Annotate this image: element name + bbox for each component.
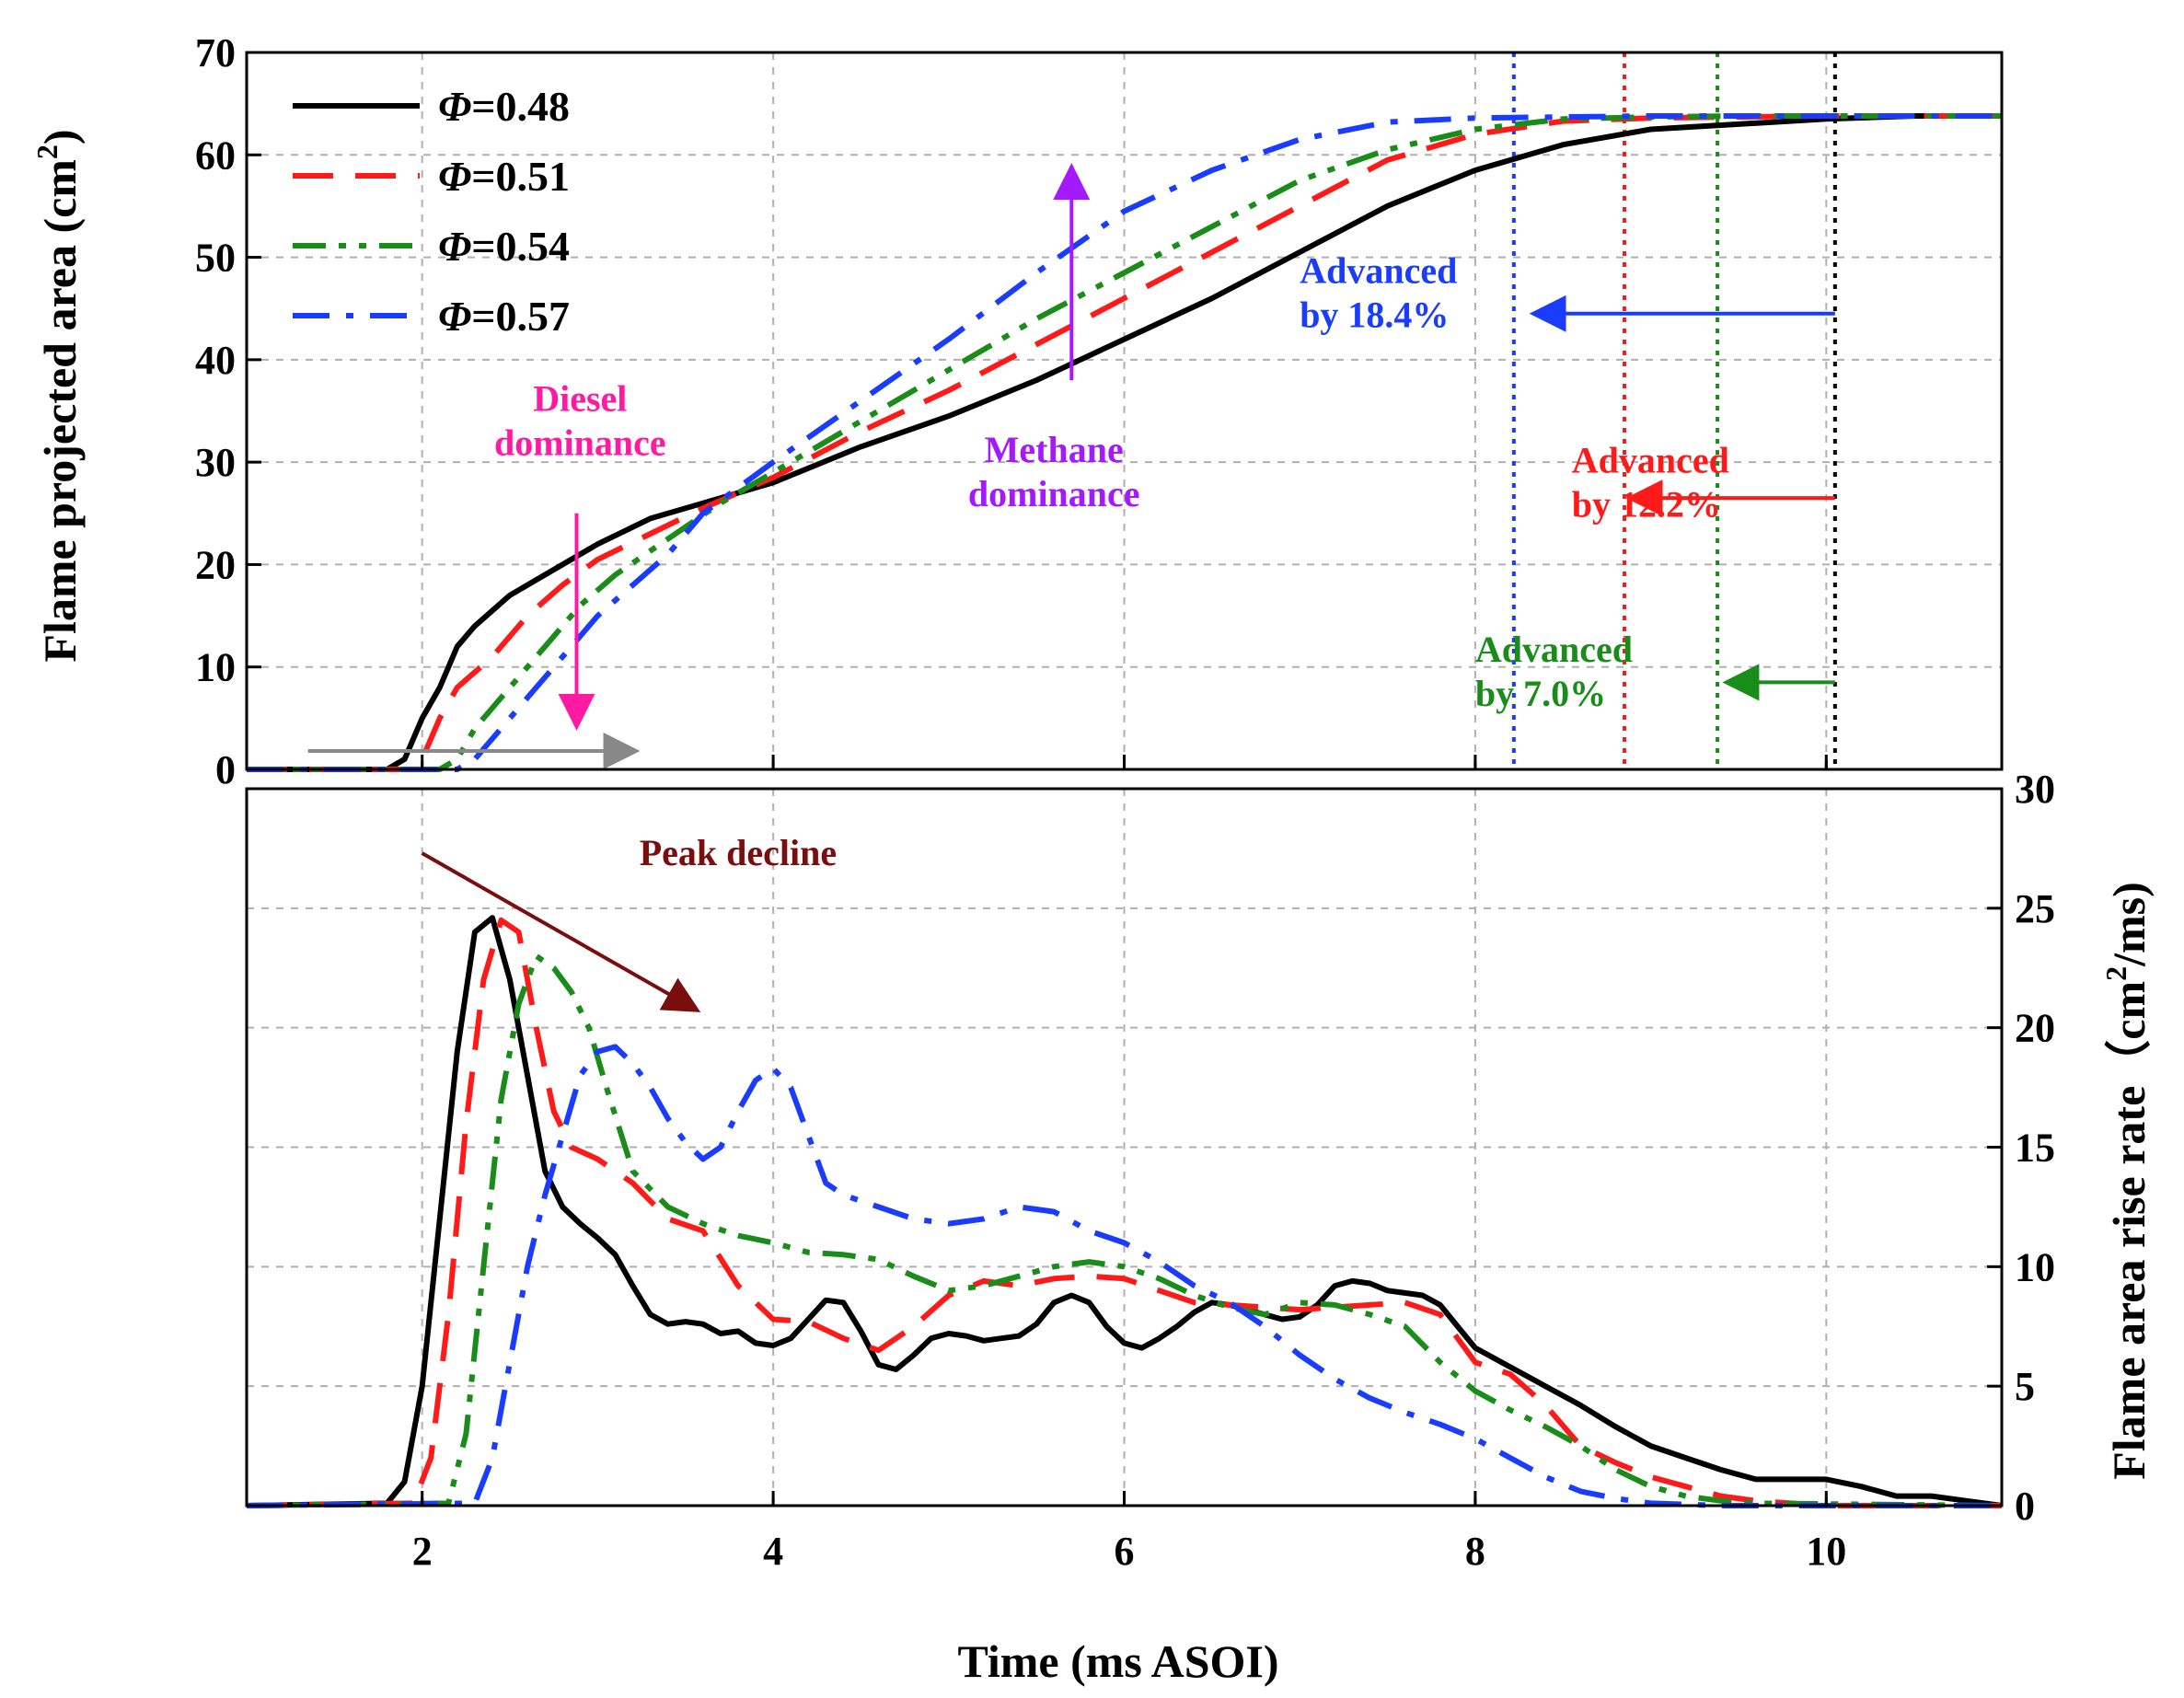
flame-area-y-tick-label: 0 [215,747,236,792]
legend-value: =0.57 [471,293,570,340]
x-tick-label: 8 [1465,1529,1485,1574]
annotation-line: by 18.4% [1300,294,1449,335]
rise-rate-y-tick-label: 20 [2015,1006,2055,1051]
bottom-y-axis-title-group: Flame area rise rate（cm2/ms) [2099,882,2155,1480]
flame-area-y-tick-label: 20 [195,542,236,587]
x-tick-label: 10 [1806,1529,1846,1574]
annotation-line: Advanced [1475,629,1633,670]
annotation-line: by 12.2% [1572,483,1721,525]
annotation-line: Diesel [533,378,627,420]
x-tick-label: 4 [763,1529,783,1574]
rise-rate-y-tick-label: 30 [2015,767,2055,812]
bottom-y-axis-title: Flame area rise rate（cm2/ms) [2099,882,2155,1480]
annotation-text: Advanced by 7.0% [1475,629,1633,714]
top-y-axis-title-sup: 2 [30,144,64,159]
legend-symbol: Φ [438,293,471,340]
x-tick-label: 2 [412,1529,433,1574]
rise-rate-series-line-0.51 [246,917,2002,1508]
top-y-axis-title-close: ) [34,129,86,144]
bottom-y-axis-title-close: /ms) [2103,882,2155,967]
top-y-axis-title: Flame projected area (cm2) [30,129,86,662]
legend-entry-label: Φ=0.54 [438,223,570,270]
rise-rate-series-line-0.48 [246,915,2003,1508]
vertical-marker-layer [1511,52,1837,769]
flame-area-y-tick-label: 70 [195,30,236,75]
legend-entry-label: Φ=0.57 [438,293,570,340]
annotation-line: dominance [494,422,666,464]
annotation-text: Methane dominance [968,429,1140,514]
rise-rate-y-tick-label: 0 [2015,1484,2035,1529]
flame-area-series-line-0.48 [247,113,2002,772]
rise-rate-y-tick-label: 15 [2015,1126,2055,1171]
legend-value: =0.51 [471,153,570,200]
legend-entry-label: Φ=0.48 [438,83,570,130]
rise-rate-y-tick-label: 10 [2015,1244,2055,1289]
annotation-line: by 7.0% [1475,673,1606,714]
grid-layer [247,52,2002,1506]
bottom-y-axis-title-sup: 2 [2099,966,2132,981]
annotation-arrow [421,851,701,1012]
bottom-y-axis-title-main: Flame area rise rate（cm [2103,981,2155,1480]
top-y-axis-title-group: Flame projected area (cm2) [30,129,86,662]
annotation-text: Advanced by 12.2% [1572,439,1729,525]
rise-rate-series-line-0.54 [246,953,2003,1508]
flame-area-y-tick-label: 60 [195,133,236,178]
annotation-line: Methane [985,429,1124,470]
legend-symbol: Φ [438,153,471,200]
flame-area-y-tick-label: 40 [195,338,236,383]
flame-area-y-tick-label: 30 [195,440,236,485]
flame-area-series-line-0.54 [247,113,2002,772]
legend-value: =0.54 [471,223,570,270]
x-axis-title: Time (ms ASOI) [957,1635,1278,1687]
axis-layer: 0 10 20 30 40 50 60 70 0 5 10 15 20 25 30 2 4 6 8 10 [195,30,2055,1574]
flame-area-series-line-0.57 [247,113,2002,772]
legend: Φ=0.48Φ=0.51Φ=0.54Φ=0.57 [293,83,570,340]
annotation-text: Advanced by 18.4% [1300,249,1457,335]
legend-symbol: Φ [438,83,471,130]
arrow-layer [307,162,1835,1012]
x-tick-label: 6 [1115,1529,1135,1574]
annotation-line: Advanced [1572,439,1729,480]
flame-area-y-tick-label: 50 [195,236,236,281]
legend-value: =0.48 [471,83,570,130]
flame-area-y-tick-label: 10 [195,645,236,690]
annotation-line: Advanced [1300,249,1457,291]
annotation-text: Diesel dominance [494,378,666,464]
top-y-axis-title-main: Flame projected area (cm [34,159,86,663]
rise-rate-y-tick-label: 25 [2015,886,2055,931]
annotation-text: Peak decline [640,832,837,873]
series-layer [246,113,2003,1508]
legend-entry-label: Φ=0.51 [438,153,570,200]
annotation-line: dominance [968,473,1140,514]
rise-rate-y-tick-label: 5 [2015,1364,2035,1409]
legend-symbol: Φ [438,223,471,270]
rise-rate-series-line-0.57 [246,1044,2002,1508]
annotation-line: Peak decline [640,832,837,873]
